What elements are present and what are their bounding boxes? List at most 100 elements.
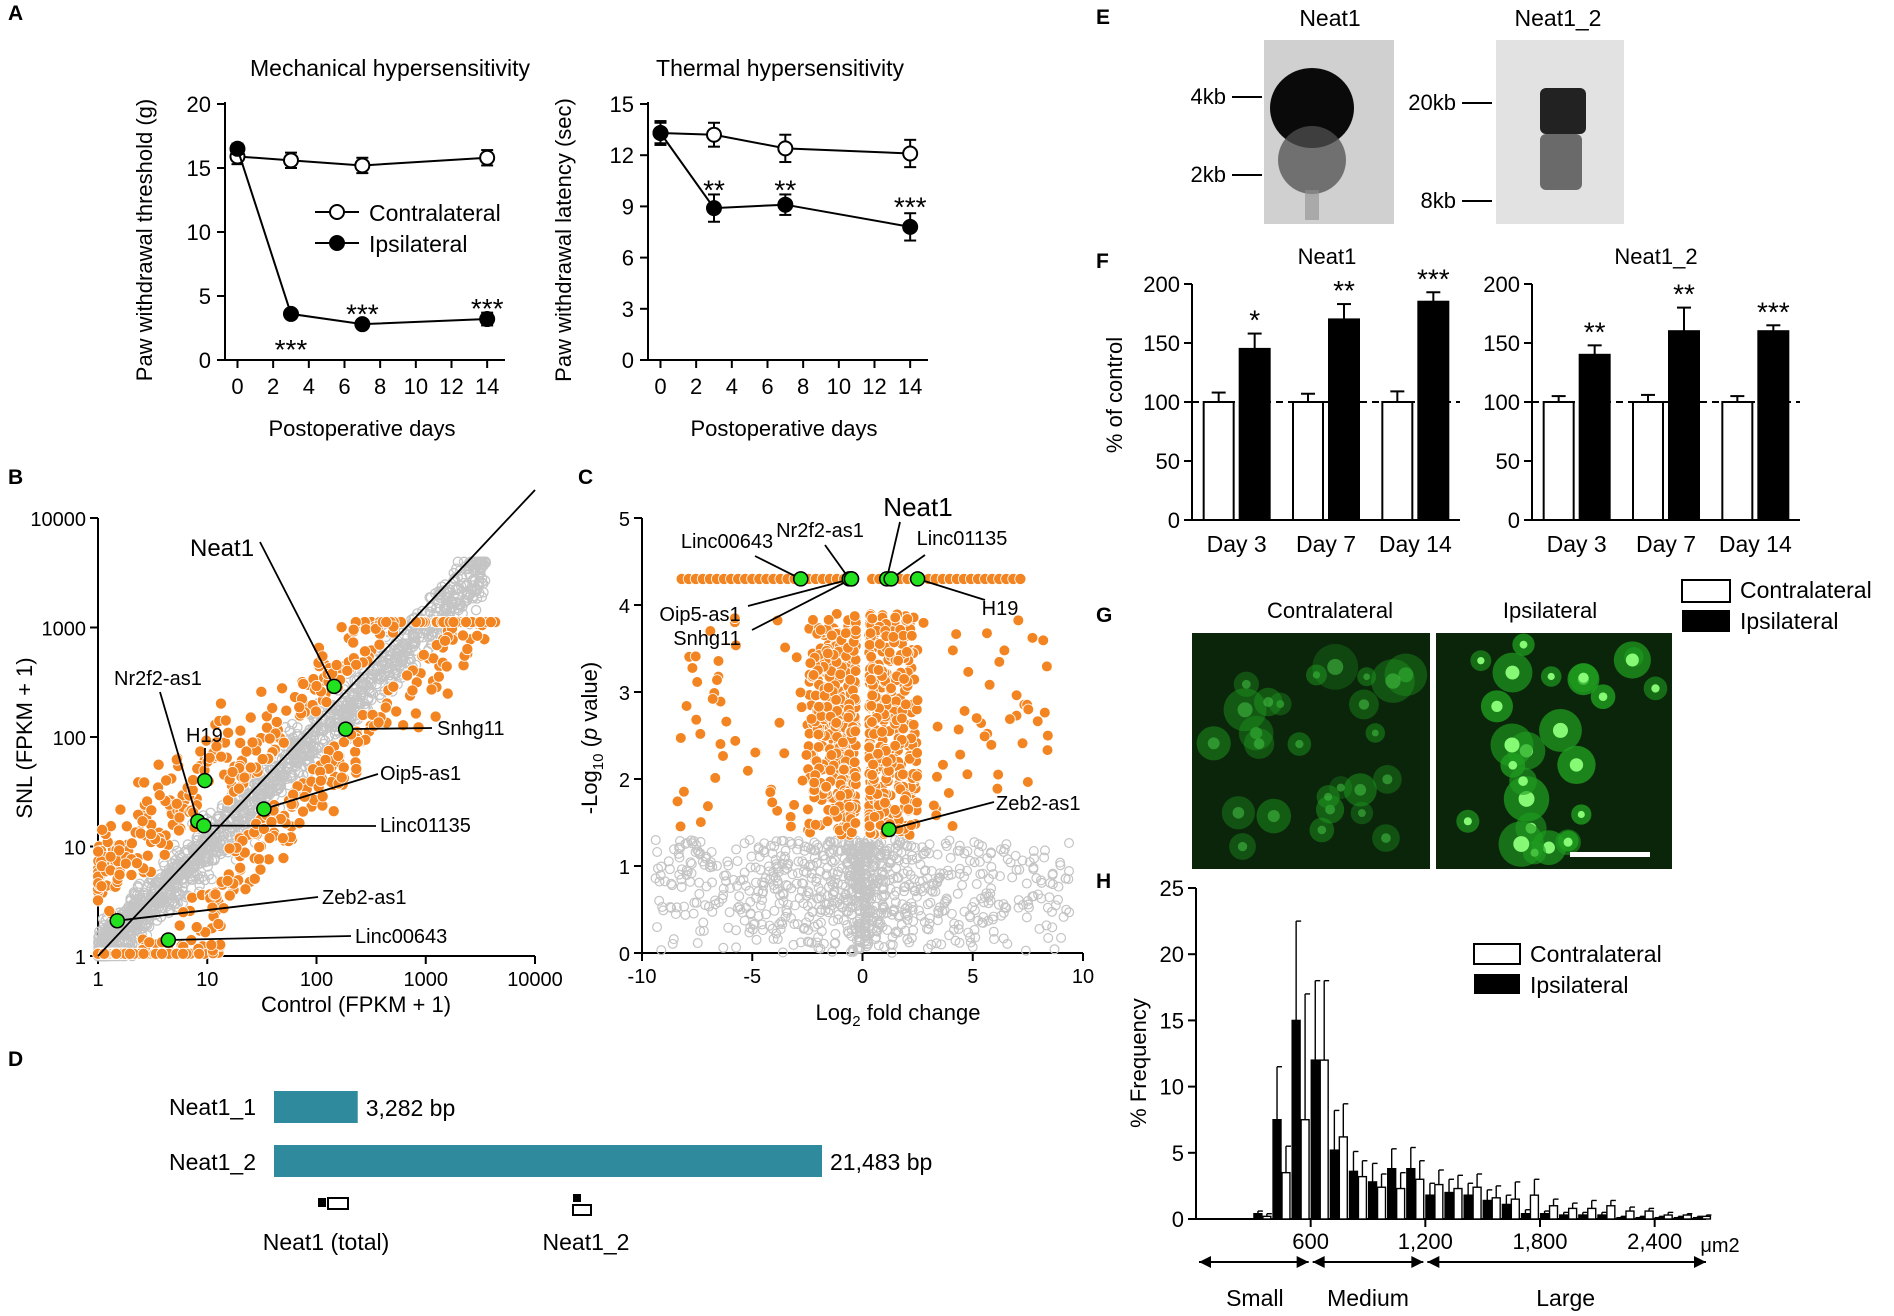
x-tick-label: 2: [267, 374, 279, 399]
bar-ipsilateral: [1654, 1216, 1664, 1220]
data-point-significant: [266, 702, 279, 715]
data-point-significant: [883, 646, 896, 659]
data-point-significant: [92, 845, 105, 858]
data-point-nonsignificant: [281, 762, 293, 774]
data-point-nonsignificant: [351, 675, 362, 686]
data-point-nonsignificant: [237, 807, 249, 819]
neuron-nucleus: [1577, 810, 1585, 819]
data-point-significant: [1041, 744, 1054, 756]
data-point-significant: [1031, 715, 1044, 728]
neuron-nucleus: [1336, 783, 1345, 792]
data-point-significant: [256, 753, 269, 766]
bar-ipsilateral: [1578, 1214, 1588, 1220]
x-tick-label: 10: [196, 969, 218, 991]
size-class-small: Small: [1226, 1285, 1284, 1311]
significance-stars: ***: [894, 192, 927, 223]
neuron-nucleus: [1504, 737, 1520, 753]
y-tick-label: 6: [622, 246, 634, 271]
data-point-nonsignificant: [954, 840, 965, 851]
highlighted-gene-oip5-as1: [256, 801, 272, 817]
data-point-significant: [244, 761, 257, 774]
data-point-significant: [911, 747, 923, 759]
data-point-significant: [1022, 703, 1035, 716]
data-point-significant: [812, 728, 825, 741]
data-point-nonsignificant: [448, 590, 459, 602]
data-point-significant: [347, 636, 360, 649]
panel-c-xlabel: Log2 fold change: [816, 1000, 981, 1030]
neuron-nucleus: [1263, 697, 1274, 708]
gene-label-neat1: Neat1: [883, 492, 952, 522]
data-point-significant: [327, 805, 340, 818]
y-tick-label: 0: [1508, 508, 1520, 533]
data-point-ipsilateral: [479, 311, 496, 328]
data-point-nonsignificant: [170, 891, 181, 902]
neuron-nucleus: [1363, 673, 1370, 681]
data-point-significant: [297, 677, 310, 690]
data-point-nonsignificant: [290, 754, 301, 766]
panel-letter-c: C: [578, 466, 593, 489]
neuron-nucleus: [1491, 700, 1503, 712]
data-point-nonsignificant: [745, 862, 756, 873]
data-point-nonsignificant: [670, 909, 681, 920]
data-point-nonsignificant: [480, 556, 491, 568]
data-point-nonsignificant: [372, 660, 383, 672]
bar-ipsilateral: [1328, 318, 1360, 521]
bar-contralateral: [1491, 1197, 1501, 1220]
bar-ipsilateral: [1482, 1199, 1492, 1220]
neuron-nucleus: [1371, 729, 1379, 737]
bar-ipsilateral: [1310, 1059, 1320, 1220]
data-point-significant: [190, 921, 203, 934]
data-point-significant: [123, 947, 136, 960]
probe-neat1-2-open: [572, 1204, 592, 1216]
data-point-nonsignificant: [137, 922, 149, 934]
data-point-significant: [709, 772, 722, 784]
size-arrow-large-head-right: [1694, 1256, 1706, 1268]
data-point-nonsignificant: [172, 898, 184, 909]
data-point-significant: [689, 650, 702, 663]
panel-a1-ylabel: Paw withdrawal threshold (g): [132, 99, 157, 381]
bar-ipsilateral: [1757, 330, 1790, 522]
data-point-significant: [409, 707, 422, 720]
size-arrow-large-head-left: [1427, 1256, 1440, 1268]
bar-contralateral: [1262, 1215, 1272, 1220]
data-point-nonsignificant: [926, 866, 937, 877]
data-point-significant: [850, 624, 862, 637]
data-point-significant: [173, 919, 186, 932]
data-point-significant: [749, 746, 762, 759]
data-point-significant: [834, 668, 847, 681]
data-point-significant: [119, 857, 132, 870]
y-tick-label: 9: [622, 194, 634, 219]
data-point-significant: [215, 750, 228, 763]
neuron-nucleus: [1381, 833, 1391, 843]
highlighted-gene-zeb2-as1: [109, 912, 125, 929]
bar-ipsilateral: [1367, 1181, 1378, 1220]
panel-f2-title: Neat1_2: [1614, 244, 1697, 269]
neuron-nucleus: [1547, 672, 1555, 681]
data-point-significant: [277, 852, 290, 865]
data-point-ipsilateral: [354, 316, 371, 333]
data-point-ipsilateral: [229, 140, 246, 157]
legend-f-contralateral: Contralateral: [1740, 577, 1872, 603]
x-category-label: Day 14: [1379, 531, 1452, 557]
data-point-nonsignificant: [827, 946, 838, 957]
data-point-nonsignificant: [200, 843, 211, 855]
legend-h-contralateral-swatch: [1473, 943, 1521, 965]
data-point-significant: [221, 874, 234, 887]
gene-label-linc00643: Linc00643: [355, 926, 447, 948]
data-point-significant: [401, 669, 414, 682]
bar-contralateral: [1281, 1171, 1291, 1220]
y-tick-label: 12: [610, 143, 634, 168]
data-point-nonsignificant: [214, 830, 226, 842]
bar-contralateral: [1395, 1187, 1406, 1220]
data-point-significant: [350, 762, 363, 775]
data-point-significant: [155, 947, 168, 960]
data-point-significant: [902, 803, 915, 816]
bar-contralateral: [1202, 401, 1235, 521]
data-point-nonsignificant: [181, 844, 192, 856]
data-point-significant: [253, 841, 266, 854]
panel-letter-h: H: [1096, 870, 1111, 893]
data-point-significant: [690, 713, 703, 726]
data-point-significant: [96, 823, 109, 836]
bar-contralateral: [1319, 1059, 1329, 1220]
